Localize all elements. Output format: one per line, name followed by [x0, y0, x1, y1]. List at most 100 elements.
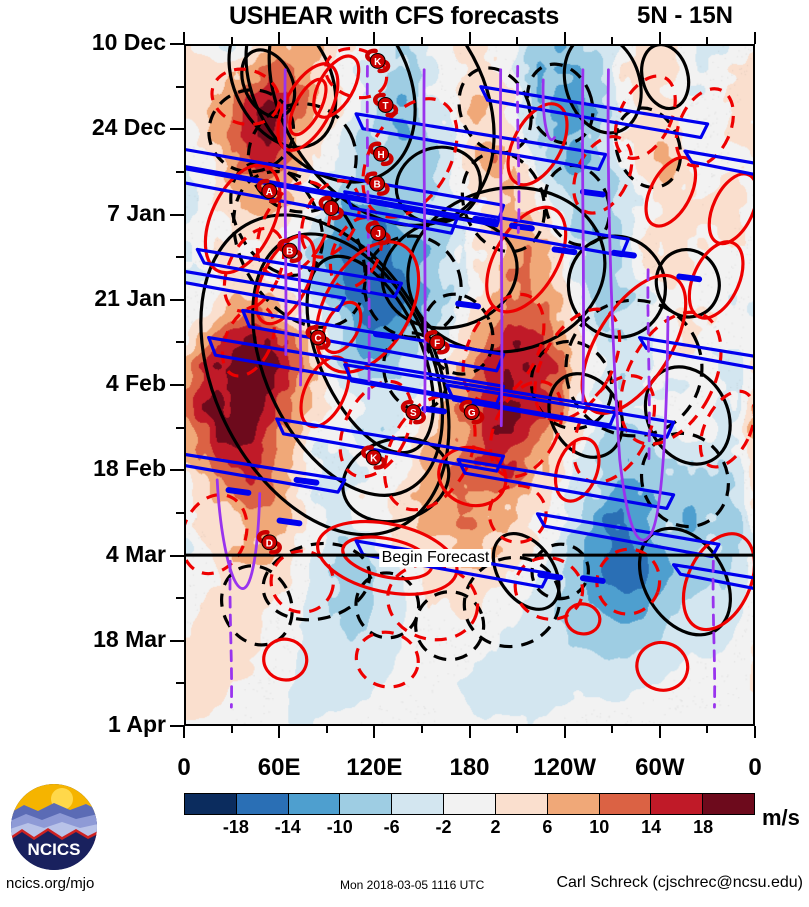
y-axis-label: 7 Jan — [107, 200, 166, 227]
begin-forecast-label: Begin Forecast — [380, 549, 492, 567]
x-axis-tick — [373, 32, 375, 44]
x-axis-label: 0 — [748, 754, 761, 782]
low-contour — [217, 480, 260, 589]
storm-marker-label: S — [410, 408, 417, 419]
x-axis-label: 120E — [346, 754, 402, 782]
y-axis-label: 24 Dec — [92, 114, 166, 141]
kelvin-contour-stub — [679, 277, 699, 280]
y-axis-tick — [170, 214, 184, 216]
mjo-contour — [629, 352, 747, 479]
y-axis-tick — [170, 384, 184, 386]
colorbar-swatch — [650, 794, 702, 814]
er-contour-dashed — [350, 626, 424, 694]
er-contour — [631, 637, 693, 696]
x-axis-tick-minor — [231, 37, 233, 44]
colorbar-swatch — [443, 794, 495, 814]
colorbar-swatch — [495, 794, 547, 814]
x-axis-tick — [278, 32, 280, 44]
colorbar-tick-label: -2 — [436, 817, 452, 838]
x-axis-tick — [754, 32, 756, 44]
colorbar-swatch — [236, 794, 288, 814]
y-axis-tick-minor — [176, 171, 184, 173]
x-axis-tick — [469, 32, 471, 44]
kelvin-contour-stub — [512, 226, 532, 229]
storm-marker-k[interactable]: K — [367, 51, 388, 71]
y-axis-label: 4 Feb — [106, 370, 166, 397]
x-axis-tick-minor — [231, 726, 233, 733]
lat-band-label: 5N - 15N — [610, 2, 760, 30]
low-contour — [582, 70, 583, 402]
y-axis-label: 18 Mar — [93, 626, 166, 653]
colorbar-tick-label: -6 — [384, 817, 400, 838]
y-axis-tick — [170, 299, 184, 301]
colorbar-swatch — [599, 794, 651, 814]
storm-marker-b[interactable]: B — [367, 174, 388, 194]
storm-marker-label: H — [377, 150, 384, 161]
storm-marker-h[interactable]: H — [371, 144, 392, 164]
hovmoller-plot[interactable]: KTHBAIJBCFSGKD Begin Forecast Kelvin ER … — [184, 44, 755, 726]
ncics-logo-icon: NCICS — [10, 783, 98, 871]
kelvin-contour-stub — [297, 480, 317, 483]
x-axis-label: 0 — [177, 754, 190, 782]
kelvin-contour-stub — [555, 249, 575, 252]
x-axis-tick — [183, 726, 185, 738]
y-axis-tick — [170, 555, 184, 557]
x-axis-tick-minor — [421, 726, 423, 733]
er-contour — [470, 194, 582, 325]
x-axis-tick — [564, 726, 566, 738]
storm-marker-t[interactable]: T — [375, 95, 396, 115]
kelvin-contour-stub — [540, 575, 560, 578]
storm-marker-label: F — [434, 338, 440, 349]
kelvin-contour-stub — [280, 521, 300, 524]
low-contour-dashed — [648, 270, 649, 467]
colorbar-tick-label: 10 — [589, 817, 609, 838]
x-axis-tick — [183, 32, 185, 44]
kelvin-contour-stub — [229, 490, 249, 493]
er-contour-dashed — [562, 127, 643, 223]
mjo-contour-dashed — [626, 419, 743, 541]
low-contour — [500, 70, 501, 426]
x-axis-tick-minor — [516, 37, 518, 44]
x-axis-tick — [564, 32, 566, 44]
colorbar-tick-label: -18 — [223, 817, 249, 838]
x-axis-tick — [278, 726, 280, 738]
x-axis-tick — [754, 726, 756, 738]
y-axis-tick-minor — [176, 341, 184, 343]
x-axis-tick-minor — [516, 726, 518, 733]
y-axis-label: 1 Apr — [108, 711, 166, 738]
mjo-contour — [635, 46, 696, 114]
kelvin-contour-stub — [458, 304, 478, 307]
y-axis-label: 4 Mar — [106, 541, 166, 568]
storm-marker-i[interactable]: I — [321, 198, 342, 218]
y-axis-label: 21 Jan — [94, 285, 166, 312]
storm-marker-j[interactable]: J — [368, 223, 389, 243]
footer-site-link[interactable]: ncics.org/mjo — [6, 875, 94, 892]
storm-marker-label: J — [375, 229, 381, 240]
storm-marker-label: T — [383, 101, 389, 112]
kelvin-contour-stub — [583, 192, 603, 195]
x-axis-tick — [469, 726, 471, 738]
mjo-contour — [554, 222, 679, 351]
kelvin-contour — [447, 385, 674, 437]
x-axis-tick-minor — [421, 37, 423, 44]
kelvin-contour-stub — [424, 409, 444, 412]
y-axis-tick-minor — [176, 427, 184, 429]
colorbar-unit-label: m/s — [762, 805, 800, 831]
colorbar — [184, 793, 755, 815]
wave-contour-overlay: KTHBAIJBC FS GKD — [186, 46, 753, 724]
footer-author: Carl Schreck (cjschrec@ncsu.edu) — [556, 874, 803, 892]
low-contour — [424, 70, 425, 412]
er-contour — [699, 167, 753, 251]
y-axis-tick-minor — [176, 256, 184, 258]
y-axis-tick — [170, 128, 184, 130]
y-axis-tick — [170, 469, 184, 471]
colorbar-tick-label: -10 — [327, 817, 353, 838]
storm-marker-d[interactable]: D — [259, 532, 280, 552]
colorbar-tick-label: 6 — [542, 817, 552, 838]
y-axis-label: 10 Dec — [92, 29, 166, 56]
colorbar-tick-label: 18 — [693, 817, 713, 838]
storm-marker-label: D — [266, 538, 273, 549]
colorbar-swatch — [185, 794, 236, 814]
colorbar-swatch — [391, 794, 443, 814]
x-axis-tick — [659, 726, 661, 738]
